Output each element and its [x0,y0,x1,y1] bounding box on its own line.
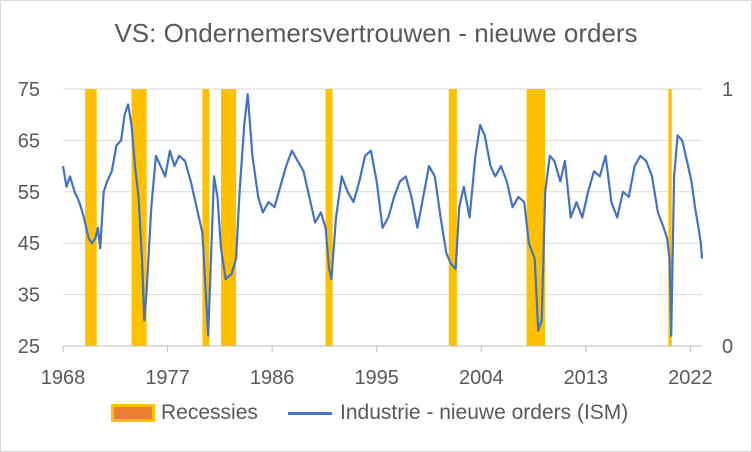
y-right-tick-label: 0 [722,336,733,358]
y-right-tick-label: 1 [722,79,733,101]
axes [62,345,702,352]
legend-label-recessions: Recessies [161,401,258,424]
recession-band [85,89,97,346]
y-left-tick-label: 45 [18,233,40,255]
series-lines [61,93,704,337]
recession-band [221,89,237,346]
y-left-tick-label: 55 [18,182,40,204]
x-tick-label: 1968 [41,367,86,389]
recession-band [202,89,210,346]
recession-bands [85,89,672,346]
recession-swatch [111,404,155,422]
x-tick-label: 2022 [668,367,713,389]
x-tick-label: 1977 [145,367,190,389]
gridlines [63,88,702,296]
recession-band [526,89,546,346]
legend: Recessies Industrie - nieuwe orders (ISM… [0,401,752,431]
recession-band [325,89,333,346]
x-tick-label: 1995 [354,367,399,389]
x-tick-label: 2013 [564,367,609,389]
y-left-tick-label: 25 [18,336,40,358]
y-left-tick-label: 75 [18,79,40,101]
recession-band [448,89,457,346]
tick-labels: 75 65 55 45 35 25 1 0 1968 1977 1986 1995 2004 2013 20… [18,79,733,389]
legend-label-ism: Industrie - nieuwe orders (ISM) [340,401,629,424]
line-swatch [288,411,332,415]
legend-item-ism: Industrie - nieuwe orders (ISM) [288,401,628,425]
x-tick-label: 2004 [459,367,504,389]
chart-title: VS: Ondernemersvertrouwen - nieuwe order… [114,18,638,48]
x-tick-label: 1986 [250,367,295,389]
legend-item-recessions: Recessies [111,401,258,425]
recession-band [668,89,672,346]
y-left-tick-label: 65 [18,130,40,152]
y-left-tick-label: 35 [18,285,40,307]
series-line-ism [61,93,704,337]
